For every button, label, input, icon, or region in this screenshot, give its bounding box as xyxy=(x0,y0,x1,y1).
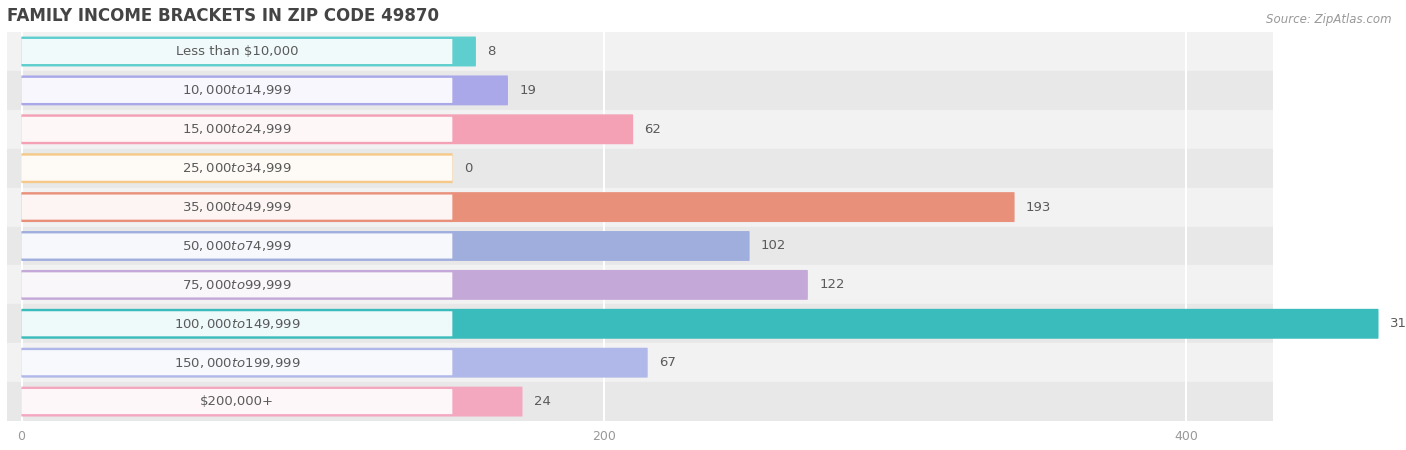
Text: Source: ZipAtlas.com: Source: ZipAtlas.com xyxy=(1267,14,1392,27)
Text: 8: 8 xyxy=(488,45,496,58)
Text: 0: 0 xyxy=(464,162,472,175)
FancyBboxPatch shape xyxy=(21,156,453,181)
Text: Less than $10,000: Less than $10,000 xyxy=(176,45,298,58)
Bar xyxy=(7,266,1274,304)
FancyBboxPatch shape xyxy=(21,231,749,261)
Text: 318: 318 xyxy=(1391,317,1406,330)
FancyBboxPatch shape xyxy=(21,389,453,414)
FancyBboxPatch shape xyxy=(21,309,1378,339)
Text: $25,000 to $34,999: $25,000 to $34,999 xyxy=(183,161,292,175)
Bar xyxy=(7,149,1274,188)
FancyBboxPatch shape xyxy=(21,76,508,105)
Bar xyxy=(7,304,1274,343)
FancyBboxPatch shape xyxy=(21,270,808,300)
Bar xyxy=(7,343,1274,382)
Text: $150,000 to $199,999: $150,000 to $199,999 xyxy=(174,356,301,370)
Text: $50,000 to $74,999: $50,000 to $74,999 xyxy=(183,239,292,253)
FancyBboxPatch shape xyxy=(21,39,453,64)
Text: 67: 67 xyxy=(659,356,676,369)
Text: $200,000+: $200,000+ xyxy=(200,395,274,408)
FancyBboxPatch shape xyxy=(21,348,648,378)
Bar xyxy=(7,71,1274,110)
Bar xyxy=(7,382,1274,421)
FancyBboxPatch shape xyxy=(21,272,453,297)
Text: 102: 102 xyxy=(761,239,786,252)
Bar xyxy=(7,226,1274,266)
FancyBboxPatch shape xyxy=(21,78,453,103)
FancyBboxPatch shape xyxy=(21,192,1015,222)
FancyBboxPatch shape xyxy=(21,234,453,259)
FancyBboxPatch shape xyxy=(21,350,453,375)
Text: 19: 19 xyxy=(519,84,536,97)
FancyBboxPatch shape xyxy=(21,153,453,183)
Bar xyxy=(7,32,1274,71)
Text: FAMILY INCOME BRACKETS IN ZIP CODE 49870: FAMILY INCOME BRACKETS IN ZIP CODE 49870 xyxy=(7,7,439,25)
Text: $10,000 to $14,999: $10,000 to $14,999 xyxy=(183,83,292,97)
FancyBboxPatch shape xyxy=(21,194,453,220)
FancyBboxPatch shape xyxy=(21,36,475,67)
Text: 62: 62 xyxy=(644,123,661,136)
Text: $35,000 to $49,999: $35,000 to $49,999 xyxy=(183,200,292,214)
Text: $100,000 to $149,999: $100,000 to $149,999 xyxy=(174,317,301,331)
Text: $75,000 to $99,999: $75,000 to $99,999 xyxy=(183,278,292,292)
FancyBboxPatch shape xyxy=(21,117,453,142)
FancyBboxPatch shape xyxy=(21,387,523,417)
Text: 122: 122 xyxy=(820,279,845,292)
FancyBboxPatch shape xyxy=(21,114,633,144)
Bar xyxy=(7,110,1274,149)
Text: 193: 193 xyxy=(1026,201,1052,214)
Bar xyxy=(7,188,1274,226)
Text: 24: 24 xyxy=(534,395,551,408)
FancyBboxPatch shape xyxy=(21,311,453,336)
Text: $15,000 to $24,999: $15,000 to $24,999 xyxy=(183,122,292,136)
